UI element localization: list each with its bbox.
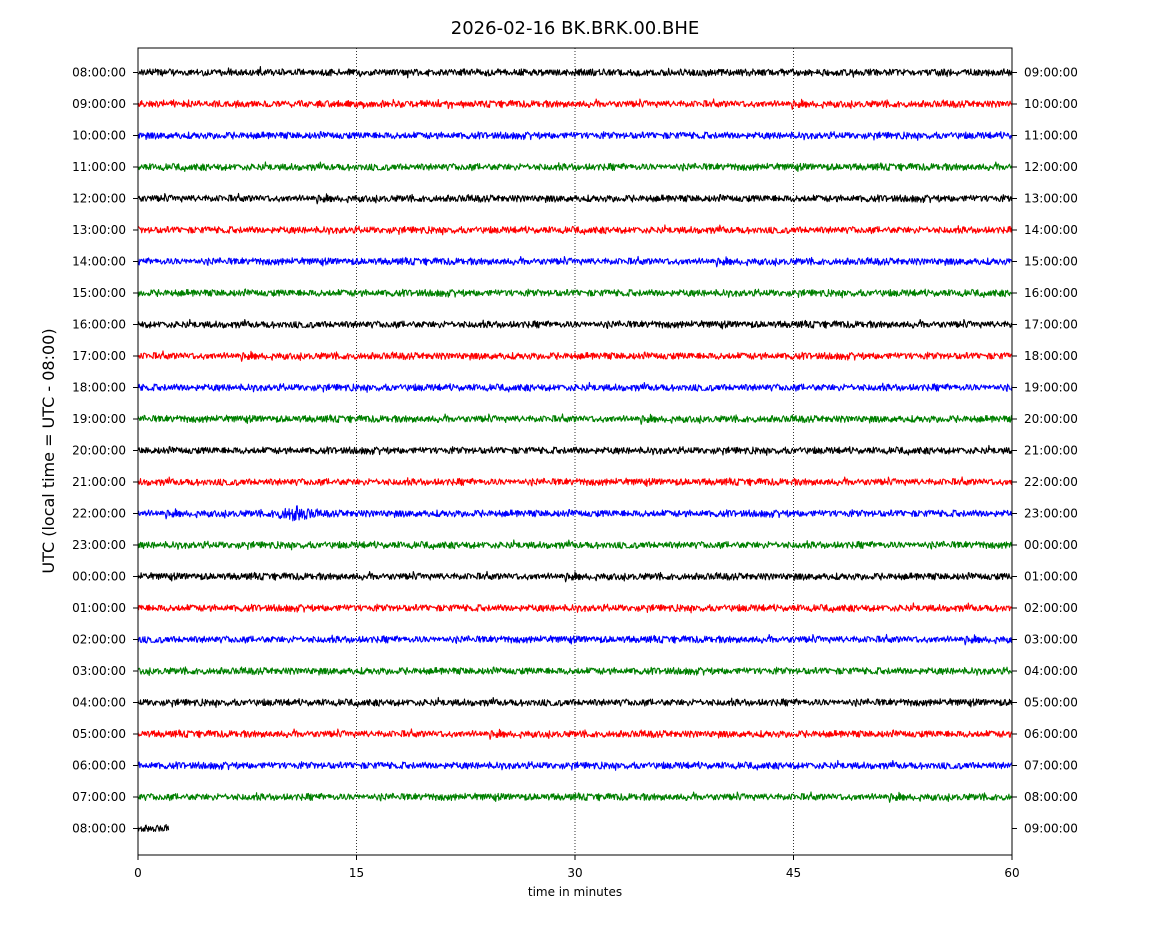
y-tick-label-right: 11:00:00 <box>1024 129 1078 143</box>
grid-lines <box>356 48 794 855</box>
y-tick-label-right: 05:00:00 <box>1024 696 1078 710</box>
y-tick-label-right: 17:00:00 <box>1024 318 1078 332</box>
trace-line <box>137 98 1013 110</box>
y-tick-label-right: 20:00:00 <box>1024 412 1078 426</box>
y-tick-label-right: 04:00:00 <box>1024 664 1078 678</box>
y-tick-label-left: 18:00:00 <box>72 381 126 395</box>
y-tick-label-left: 22:00:00 <box>72 507 126 521</box>
trace-line <box>137 666 1013 676</box>
y-tick-label-left: 06:00:00 <box>72 759 126 773</box>
y-tick-label-left: 03:00:00 <box>72 664 126 678</box>
y-tick-label-left: 14:00:00 <box>72 255 126 269</box>
y-tick-label-left: 19:00:00 <box>72 412 126 426</box>
trace-line <box>137 65 1013 79</box>
trace-line <box>137 791 1013 803</box>
y-tick-label-left: 16:00:00 <box>72 318 126 332</box>
trace-line <box>137 759 1013 771</box>
y-axis-label: UTC (local time = UTC - 08:00) <box>39 328 58 573</box>
seismic-traces <box>137 65 1013 833</box>
x-tick-label: 45 <box>786 866 801 880</box>
x-axis-label: time in minutes <box>528 885 622 899</box>
trace-line <box>137 823 170 833</box>
y-tick-label-right: 01:00:00 <box>1024 570 1078 584</box>
trace-line <box>137 288 1013 299</box>
trace-line <box>137 381 1013 393</box>
trace-line <box>137 350 1013 362</box>
y-tick-label-right: 22:00:00 <box>1024 475 1078 489</box>
y-tick-label-right: 09:00:00 <box>1024 66 1078 80</box>
y-tick-label-right: 21:00:00 <box>1024 444 1078 458</box>
y-tick-label-left: 12:00:00 <box>72 192 126 206</box>
trace-line <box>137 224 1013 236</box>
trace-line <box>137 696 1013 708</box>
trace-line <box>137 633 1013 646</box>
y-tick-label-left: 07:00:00 <box>72 790 126 804</box>
y-tick-label-right: 18:00:00 <box>1024 349 1078 363</box>
y-tick-label-left: 02:00:00 <box>72 633 126 647</box>
y-tick-label-right: 14:00:00 <box>1024 223 1078 237</box>
trace-line <box>137 539 1013 551</box>
y-tick-label-right: 19:00:00 <box>1024 381 1078 395</box>
y-tick-label-right: 12:00:00 <box>1024 160 1078 174</box>
x-tick-label: 60 <box>1004 866 1019 880</box>
trace-line <box>137 728 1013 740</box>
y-tick-label-left: 08:00:00 <box>72 66 126 80</box>
x-tick-label: 15 <box>349 866 364 880</box>
y-tick-label-left: 10:00:00 <box>72 129 126 143</box>
trace-line <box>137 444 1013 456</box>
y-tick-label-right: 08:00:00 <box>1024 790 1078 804</box>
y-tick-label-right: 00:00:00 <box>1024 538 1078 552</box>
y-tick-label-left: 09:00:00 <box>72 97 126 111</box>
y-tick-label-left: 20:00:00 <box>72 444 126 458</box>
x-tick-label: 0 <box>134 866 142 880</box>
y-tick-label-right: 03:00:00 <box>1024 633 1078 647</box>
y-tick-label-right: 23:00:00 <box>1024 507 1078 521</box>
trace-line <box>137 318 1013 330</box>
chart-title: 2026-02-16 BK.BRK.00.BHE <box>451 18 699 39</box>
x-tick-label: 30 <box>567 866 582 880</box>
plot-frame <box>137 47 1013 856</box>
y-tick-label-left: 15:00:00 <box>72 286 126 300</box>
y-tick-label-left: 05:00:00 <box>72 727 126 741</box>
y-tick-label-left: 11:00:00 <box>72 160 126 174</box>
y-tick-label-left: 23:00:00 <box>72 538 126 552</box>
trace-line <box>137 570 1013 583</box>
trace-line <box>137 192 1013 205</box>
y-tick-label-right: 16:00:00 <box>1024 286 1078 300</box>
trace-line <box>137 413 1013 425</box>
trace-line <box>137 505 1013 522</box>
y-tick-label-right: 13:00:00 <box>1024 192 1078 206</box>
trace-line <box>137 602 1013 614</box>
trace-line <box>137 130 1013 141</box>
y-tick-label-left: 01:00:00 <box>72 601 126 615</box>
y-tick-label-left: 13:00:00 <box>72 223 126 237</box>
trace-line <box>137 161 1013 173</box>
y-tick-label-left: 04:00:00 <box>72 696 126 710</box>
y-tick-label-right: 02:00:00 <box>1024 601 1078 615</box>
y-tick-label-left: 08:00:00 <box>72 822 126 836</box>
y-tick-label-right: 15:00:00 <box>1024 255 1078 269</box>
y-tick-label-left: 17:00:00 <box>72 349 126 363</box>
y-tick-label-right: 06:00:00 <box>1024 727 1078 741</box>
axis-ticks: 0 15 30 45 60 08:00:00 09:00:00 09:00:00 10:00:0… <box>72 66 1078 881</box>
y-tick-label-right: 07:00:00 <box>1024 759 1078 773</box>
y-tick-label-right: 09:00:00 <box>1024 822 1078 836</box>
y-tick-label-right: 10:00:00 <box>1024 97 1078 111</box>
trace-line <box>137 476 1013 487</box>
y-tick-label-left: 00:00:00 <box>72 570 126 584</box>
trace-line <box>137 255 1013 268</box>
y-tick-label-left: 21:00:00 <box>72 475 126 489</box>
